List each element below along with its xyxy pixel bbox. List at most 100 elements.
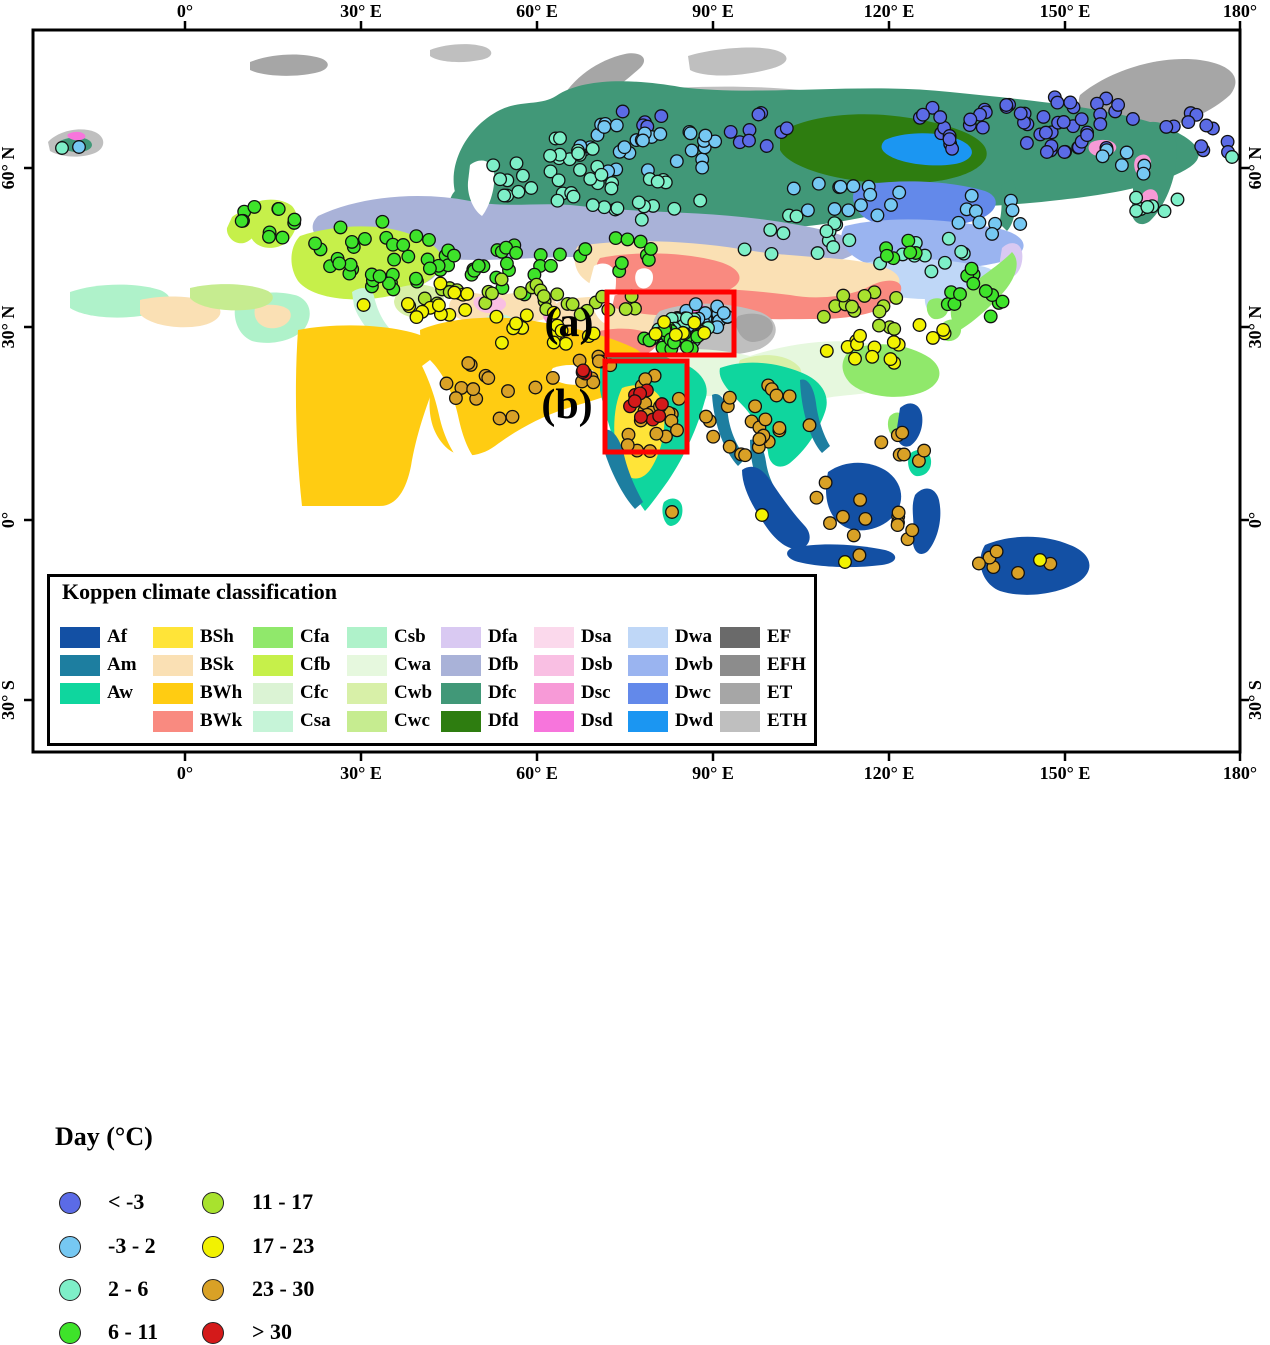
station-dot (999, 98, 1014, 112)
koppen-label-Dwa: Dwa (675, 626, 712, 647)
station-dot (513, 285, 528, 300)
station-dot (1199, 118, 1214, 133)
station-dot (895, 425, 910, 440)
koppen-swatch-Dfb (441, 655, 481, 676)
station-dot (618, 302, 633, 317)
station-dot (633, 410, 648, 424)
koppen-label-BSh: BSh (200, 626, 234, 647)
koppen-swatch-Dfa (441, 627, 481, 648)
station-dot (481, 371, 496, 385)
station-dot (566, 189, 581, 204)
station-dot (409, 271, 423, 286)
region-af-sumatra (742, 466, 810, 550)
station-dot (854, 198, 868, 213)
koppen-swatch-BSh (153, 627, 193, 648)
day-legend-swatch-o2330 (202, 1279, 224, 1301)
station-dot (550, 193, 565, 208)
station-dot (706, 429, 721, 444)
station-dot (597, 200, 612, 215)
station-dot (509, 156, 524, 171)
station-dot (372, 269, 387, 284)
station-dot (551, 173, 566, 188)
station-dot (1033, 553, 1047, 567)
region-box-b-label: (b) (541, 382, 592, 428)
station-dot (963, 112, 978, 127)
lon-label-bottom-4: 120° E (864, 763, 915, 783)
station-dot (1038, 125, 1053, 140)
station-dot (554, 323, 569, 338)
station-dot (699, 409, 713, 424)
station-dot (1181, 115, 1196, 130)
station-dot (925, 100, 940, 115)
station-dot (936, 322, 951, 337)
koppen-swatch-BWh (153, 683, 193, 704)
station-dot (461, 356, 476, 371)
station-dot (649, 426, 664, 441)
station-dot (751, 107, 766, 122)
station-dot (333, 220, 348, 235)
koppen-swatch-Dfc (441, 683, 481, 704)
station-dot (819, 343, 834, 358)
koppen-swatch-EF (720, 627, 760, 648)
axis-ticks (24, 21, 1249, 761)
station-dot (1111, 97, 1126, 112)
station-dot (409, 229, 424, 244)
station-dot (586, 326, 601, 341)
station-dot (1119, 145, 1134, 160)
station-dot (638, 372, 653, 387)
station-dot (631, 195, 646, 210)
lat-label-right-1: 30° N (1245, 306, 1265, 349)
station-dot (810, 246, 825, 261)
station-dot (633, 234, 648, 249)
station-dot (609, 118, 624, 133)
day-legend-swatch-y1723 (202, 1236, 224, 1258)
station-dot (722, 439, 737, 454)
koppen-swatch-Dsc (534, 683, 574, 704)
station-dot (937, 255, 952, 270)
koppen-swatch-Dwc (628, 683, 668, 704)
koppen-swatch-Cwa (347, 655, 387, 676)
koppen-label-Csa: Csa (300, 710, 331, 731)
koppen-label-Dsa: Dsa (581, 626, 612, 647)
station-dot (716, 306, 731, 320)
station-dot (683, 126, 698, 141)
region-arctic-franz (430, 44, 492, 63)
koppen-swatch-Dsb (534, 655, 574, 676)
lat-label-right-0: 60° N (1245, 147, 1265, 190)
station-dot (665, 505, 679, 519)
station-dot (697, 326, 712, 340)
station-dot (458, 303, 473, 317)
station-dot (1057, 145, 1072, 159)
day-legend-swatch-r30 (202, 1322, 224, 1344)
station-dot (1063, 95, 1078, 110)
station-dot (497, 188, 512, 203)
station-dot (971, 556, 986, 571)
station-dot (737, 242, 752, 257)
station-dot (1013, 217, 1028, 231)
station-dot (382, 276, 396, 291)
station-dot (879, 248, 894, 263)
koppen-swatch-ET (720, 683, 760, 704)
station-dot (1013, 106, 1028, 121)
koppen-swatch-Dsd (534, 711, 574, 732)
station-dot (865, 349, 880, 364)
station-dot (841, 203, 856, 218)
station-dot (492, 411, 507, 426)
day-legend-label-y1723: 17 - 23 (252, 1233, 315, 1258)
region-box-a-label: (a) (545, 300, 594, 346)
station-dot (433, 276, 448, 291)
station-dot (816, 309, 831, 324)
day-legend-swatch-n32 (59, 1236, 81, 1258)
koppen-label-Dfc: Dfc (488, 682, 517, 703)
station-dot (687, 315, 702, 330)
region-bwh-neafrica (295, 325, 441, 506)
station-dot (573, 162, 587, 177)
sea-redsea (422, 360, 479, 471)
station-dot (1194, 139, 1209, 154)
station-dot (422, 232, 436, 247)
lat-label-right-3: 30° S (1245, 680, 1265, 720)
station-dot (565, 297, 580, 312)
koppen-label-ETH: ETH (767, 710, 808, 731)
station-dot (586, 375, 601, 390)
day-legend-swatch-yg1117 (202, 1192, 224, 1214)
